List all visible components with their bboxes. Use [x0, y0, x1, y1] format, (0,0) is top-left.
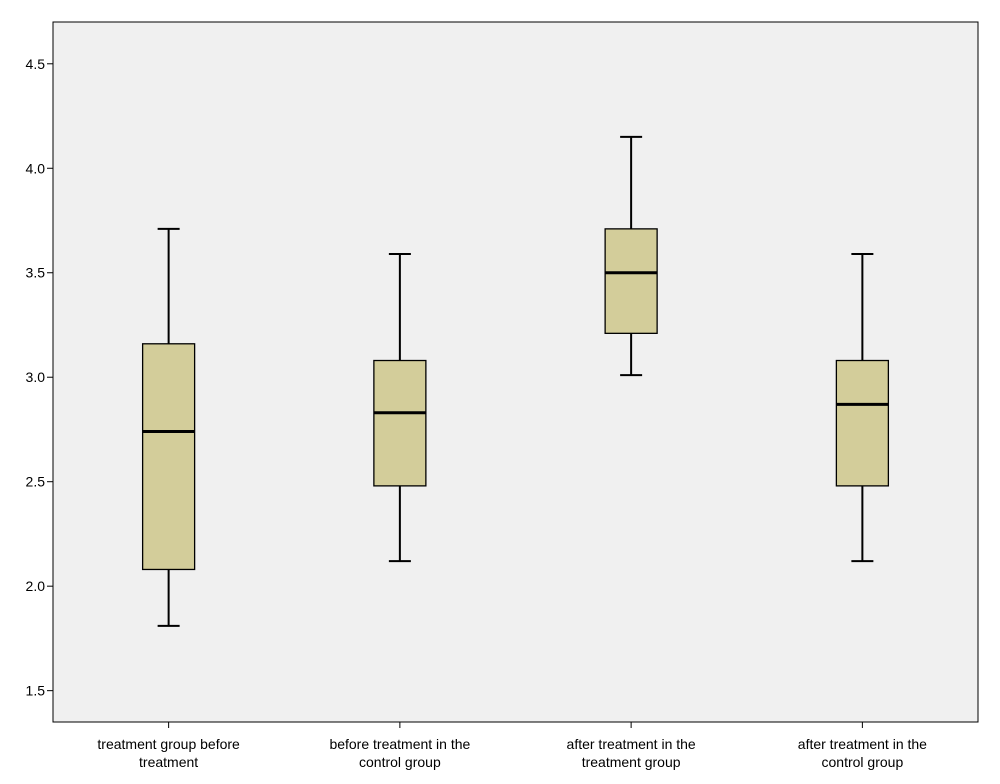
- y-tick-label: 1.5: [26, 683, 46, 699]
- x-category-label: treatment group: [582, 754, 681, 770]
- y-tick-label: 3.5: [26, 265, 46, 281]
- y-tick-label: 4.5: [26, 56, 46, 72]
- x-category-label: after treatment in the: [567, 736, 696, 752]
- box-group: [835, 252, 890, 563]
- y-axis: 1.5 2.0 2.5 3.0 3.5 4.0 4.5: [26, 56, 53, 699]
- box-group: [141, 227, 196, 627]
- y-tick-label: 2.0: [26, 578, 46, 594]
- x-category-label: after treatment in the: [798, 736, 927, 752]
- x-category-label: treatment: [139, 754, 198, 770]
- y-tick-label: 2.5: [26, 474, 46, 490]
- y-tick-label: 3.0: [26, 369, 46, 385]
- plot-area: [52, 21, 979, 723]
- iqr-box: [373, 359, 427, 487]
- x-axis: treatment group before treatment before tr…: [97, 722, 927, 770]
- iqr-box: [835, 359, 890, 487]
- y-tick-label: 4.0: [26, 160, 46, 176]
- x-category-label: control group: [359, 754, 441, 770]
- iqr-box: [604, 228, 658, 334]
- x-category-label: control group: [822, 754, 904, 770]
- box-group: [373, 252, 427, 563]
- iqr-box: [141, 343, 196, 571]
- x-category-label: before treatment in the: [329, 736, 470, 752]
- x-category-label: treatment group before: [97, 736, 240, 752]
- boxes: [141, 135, 890, 627]
- box-group: [604, 135, 658, 377]
